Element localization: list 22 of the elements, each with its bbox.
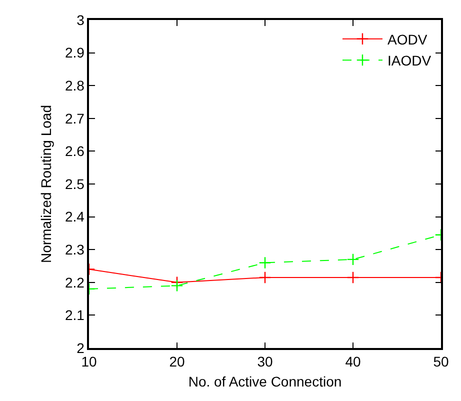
y-tick-label: 3	[76, 12, 85, 28]
y-tick-label: 2.8	[64, 78, 85, 94]
legend-label: IAODV	[387, 52, 432, 69]
x-tick-label: 50	[433, 354, 449, 370]
point	[258, 271, 272, 284]
y-tick-label: 2.5	[64, 176, 85, 192]
y-tick-label: 2.7	[64, 110, 85, 126]
x-tick-label: 30	[257, 354, 273, 370]
x-tick-label: 40	[345, 354, 361, 370]
y-axis-title: Normalized Routing Load	[38, 105, 54, 263]
x-tick-label: 20	[169, 354, 185, 370]
y-tick-label: 2.1	[64, 307, 85, 324]
x-tick-label: 10	[81, 354, 97, 370]
y-tick-label: 2.3	[64, 242, 85, 258]
point	[258, 256, 272, 269]
y-tick-label: 2.2	[64, 274, 85, 290]
x-axis-title: No. of Active Connection	[188, 373, 342, 390]
legend-label: AODV	[387, 31, 428, 48]
y-tick-label: 2	[76, 340, 85, 356]
y-tick-label: 2.6	[64, 143, 85, 160]
y-tick-label: 2.4	[64, 208, 85, 225]
y-tick-label: 2.9	[64, 44, 85, 61]
